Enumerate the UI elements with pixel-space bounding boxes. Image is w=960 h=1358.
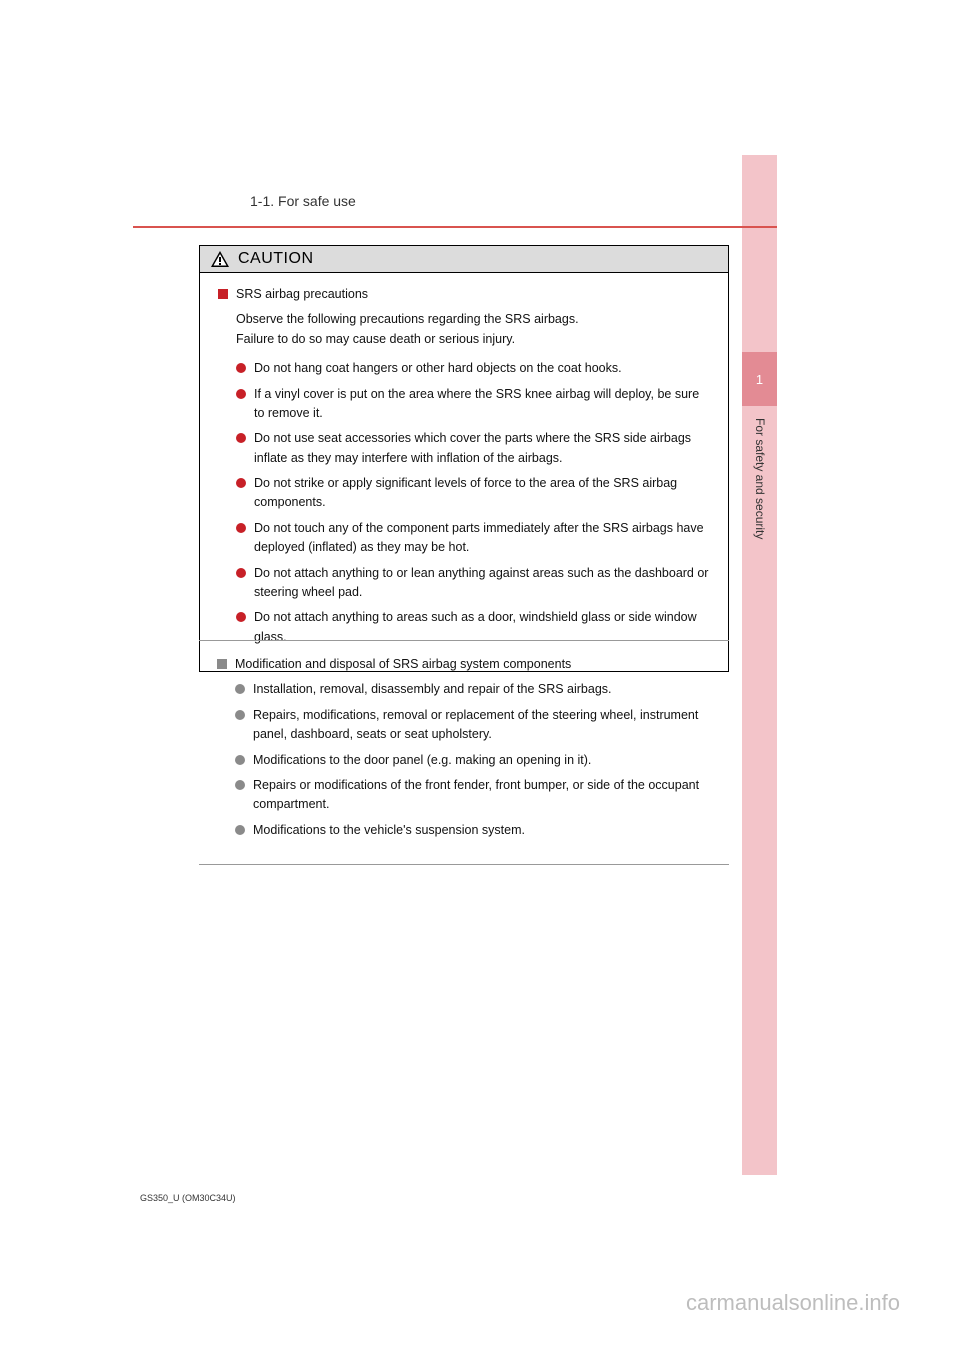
watermark: carmanualsonline.info [686,1290,900,1316]
bullet-text: Installation, removal, disassembly and r… [253,680,711,699]
bullet-red-icon [236,612,246,622]
bullet-gray-icon [235,755,245,765]
bullet-gray-icon [235,780,245,790]
side-chapter-label: For safety and security [751,418,767,539]
notice-bullet: Modifications to the door panel (e.g. ma… [235,751,711,770]
caution-bullet: Do not strike or apply significant level… [236,474,710,513]
warning-icon [210,250,230,268]
caution-intro: Observe the following precautions regard… [236,310,710,349]
bullet-red-icon [236,478,246,488]
bullet-red-icon [236,389,246,399]
caution-box: CAUTION SRS airbag precautions Observe t… [199,245,729,672]
bullet-text: Modifications to the vehicle's suspensio… [253,821,711,840]
header-divider [133,226,777,228]
notice-box: Modification and disposal of SRS airbag … [199,640,729,865]
notice-heading: Modification and disposal of SRS airbag … [217,655,711,674]
bullet-text: If a vinyl cover is put on the area wher… [254,385,710,424]
notice-bullet: Installation, removal, disassembly and r… [235,680,711,699]
bullet-gray-icon [235,684,245,694]
caution-header: CAUTION [200,246,728,273]
caution-body: SRS airbag precautions Observe the follo… [200,273,728,671]
bullet-red-icon [236,568,246,578]
caution-heading: SRS airbag precautions [218,285,710,304]
bullet-text: Do not hang coat hangers or other hard o… [254,359,710,378]
bullet-text: Do not touch any of the component parts … [254,519,710,558]
caution-bullet: Do not hang coat hangers or other hard o… [236,359,710,378]
notice-heading-text: Modification and disposal of SRS airbag … [235,657,571,671]
bullet-gray-icon [235,825,245,835]
notice-bullet: Repairs or modifications of the front fe… [235,776,711,815]
gray-square-icon [217,659,227,669]
bullet-red-icon [236,523,246,533]
side-tab-background [742,155,777,1175]
caution-bullet: Do not touch any of the component parts … [236,519,710,558]
caution-bullet: If a vinyl cover is put on the area wher… [236,385,710,424]
bullet-text: Repairs, modifications, removal or repla… [253,706,711,745]
bullet-red-icon [236,433,246,443]
bullet-text: Do not attach anything to or lean anythi… [254,564,710,603]
bullet-text: Modifications to the door panel (e.g. ma… [253,751,711,770]
bullet-text: Do not strike or apply significant level… [254,474,710,513]
notice-bullet: Modifications to the vehicle's suspensio… [235,821,711,840]
chapter-tab: 1 [742,352,777,406]
file-identifier: GS350_U (OM30C34U) [140,1193,236,1203]
bullet-gray-icon [235,710,245,720]
red-square-icon [218,289,228,299]
caution-bullet: Do not use seat accessories which cover … [236,429,710,468]
bullet-text: Do not use seat accessories which cover … [254,429,710,468]
caution-bullet: Do not attach anything to or lean anythi… [236,564,710,603]
bullet-text: Repairs or modifications of the front fe… [253,776,711,815]
caution-heading-text: SRS airbag precautions [236,287,368,301]
bullet-red-icon [236,363,246,373]
notice-bullet: Repairs, modifications, removal or repla… [235,706,711,745]
section-header: 1-1. For safe use [250,193,356,209]
caution-title: CAUTION [238,250,314,268]
